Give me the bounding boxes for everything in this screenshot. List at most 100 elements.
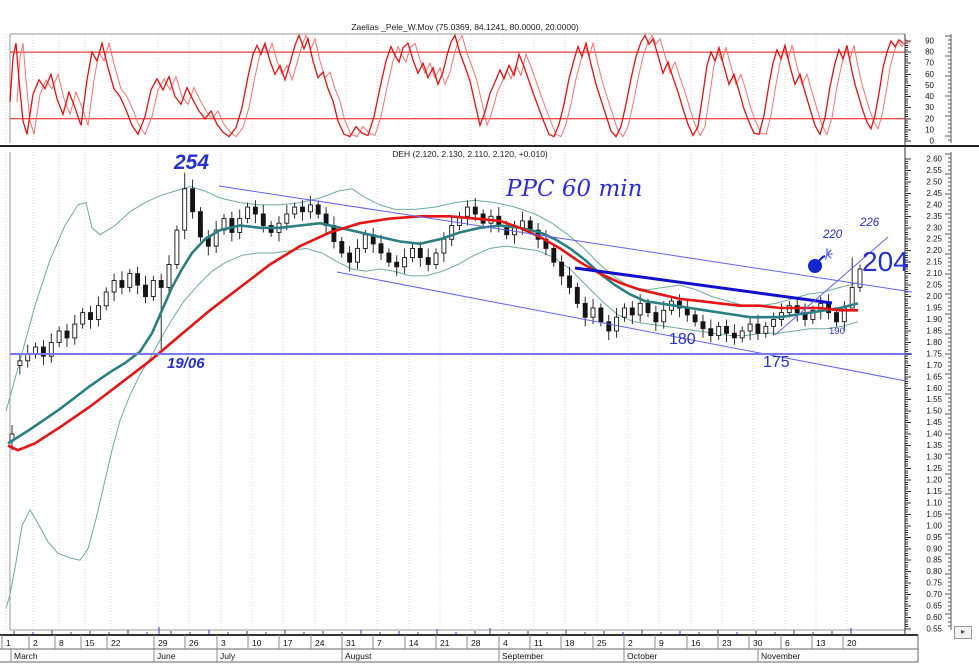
indicator-axis-label: 40 (925, 92, 934, 101)
candle-body (135, 273, 141, 286)
candle-body (410, 247, 415, 259)
date-tick-label: 21 (440, 638, 450, 648)
candle-body (64, 330, 70, 339)
candle-body (378, 243, 384, 254)
price-axis-label: 1.20 (926, 476, 942, 485)
date-tick-label: 30 (753, 638, 763, 648)
candle-body (158, 280, 164, 288)
date-tick-label: 2 (33, 638, 38, 648)
candle-body (95, 305, 101, 320)
date-tick-label: 10 (252, 638, 262, 648)
price-axis-label: 2.30 (926, 223, 942, 232)
candle-body (629, 307, 635, 316)
date-tick-label: 11 (534, 638, 543, 648)
trend-lines (10, 185, 913, 382)
candle-body (763, 325, 769, 334)
month-label: September (502, 651, 544, 661)
candle-body (127, 273, 133, 288)
indicator-axis-label: 60 (925, 70, 934, 79)
date-tick-label: 23 (722, 638, 732, 648)
candle-body (464, 206, 470, 217)
annotation-label-190: 190 (829, 326, 845, 337)
indicator-axis-label: 70 (925, 59, 934, 68)
trend-line (774, 236, 889, 336)
red-ma-line (7, 215, 858, 452)
candle-body (441, 238, 447, 254)
candle-body (716, 325, 722, 337)
candle-body (472, 206, 478, 215)
price-axis-label: 1.80 (926, 338, 942, 347)
month-label: August (345, 651, 372, 661)
date-tick-label: 22 (111, 638, 121, 648)
price-axis-label: 1.30 (926, 453, 942, 462)
price-axis-label: 0.75 (926, 579, 942, 588)
price-axis-label: 1.90 (926, 315, 942, 324)
annotation-label-226: 226 (860, 217, 880, 229)
price-axis-label: 1.85 (926, 327, 942, 336)
month-label: June (157, 651, 176, 661)
candle-body (300, 206, 305, 213)
price-axis-label: 2.10 (926, 269, 942, 278)
date-tick-label: 25 (597, 638, 607, 648)
price-axis-label: 0.65 (926, 602, 942, 611)
candle-body (284, 213, 290, 224)
candle-body (425, 257, 431, 265)
price-axis-label: 1.50 (926, 407, 942, 416)
candle-body (755, 323, 761, 334)
price-axis-label: 0.80 (926, 567, 942, 576)
candle-body (637, 302, 643, 316)
date-tick-label: 24 (315, 638, 325, 648)
price-axis-label: 1.75 (926, 349, 942, 358)
date-tick-label: 4 (503, 638, 508, 648)
candle-body (747, 323, 753, 332)
candle-body (307, 204, 313, 213)
candle-body (551, 247, 557, 263)
annotation-label-204: 204 (862, 246, 909, 277)
month-label: March (14, 651, 38, 661)
candle-body (645, 302, 651, 314)
bomb-fuse (818, 255, 826, 262)
date-tick-label: 6 (785, 638, 790, 648)
candle-body (72, 323, 78, 339)
indicator-axis-label: 80 (925, 48, 934, 57)
candle-body (739, 330, 745, 339)
candle-body (182, 188, 188, 231)
candle-body (731, 332, 737, 339)
fine-ruler (945, 34, 952, 630)
candle-body (653, 312, 659, 323)
trend-line (218, 185, 913, 293)
candle-body (143, 284, 148, 298)
candle-body (402, 257, 408, 268)
month-label: October (627, 651, 657, 661)
candle-body (582, 302, 588, 318)
candle-body (56, 330, 62, 343)
indicator-axis-label: 10 (925, 125, 934, 134)
moving-averages (7, 215, 859, 452)
date-tick-label: 20 (847, 638, 857, 648)
candle-body (315, 204, 321, 215)
upper-band-line (5, 185, 859, 412)
candle-body (574, 286, 580, 304)
candle-body (849, 286, 855, 309)
candle-body (190, 188, 196, 213)
price-axis-label: 2.05 (926, 281, 942, 290)
candle-body (245, 206, 251, 220)
date-tick-label: 9 (659, 638, 664, 648)
price-axis-label: 2.00 (926, 292, 942, 301)
price-axis-label: 2.25 (926, 235, 942, 244)
price-axis-label: 2.45 (926, 189, 942, 198)
scroll-right-button[interactable]: ▸ (954, 626, 972, 639)
candle-body (700, 321, 706, 330)
annotation-label-254: 254 (174, 151, 210, 174)
candle-body (355, 247, 360, 263)
price-axis-label: 1.10 (926, 498, 942, 507)
candle-body (197, 211, 203, 238)
candle-body (834, 312, 839, 323)
price-axis-label: 2.50 (926, 177, 942, 186)
price-axis-label: 0.55 (926, 625, 942, 634)
price-panel-title: DEH (2.120, 2.130, 2.110, 2.120, +0.010) (392, 149, 548, 159)
date-tick-label: 31 (346, 638, 356, 648)
candle-body (724, 325, 729, 334)
indicator-panel-title: Zaelias _Pele_W.Mov (75.0369, 84.1241, 8… (351, 22, 579, 32)
date-tick-label: 26 (189, 638, 199, 648)
